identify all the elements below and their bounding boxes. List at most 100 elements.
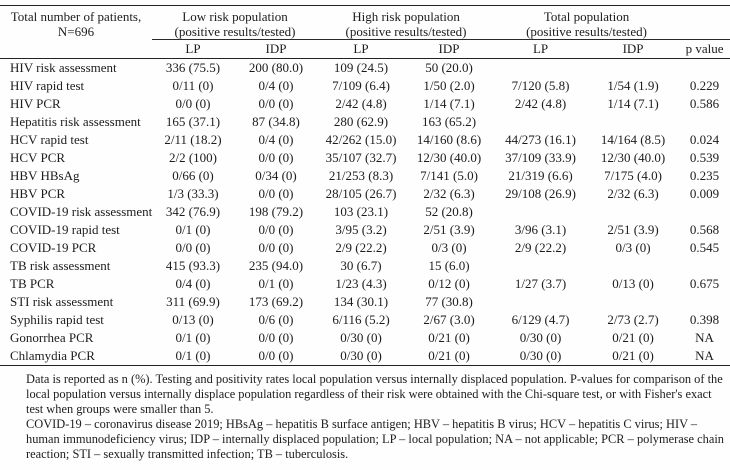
data-cell: 12/30 (40.0) [600, 150, 666, 165]
row-label: HCV PCR [10, 150, 66, 165]
data-cell [587, 257, 679, 275]
group-title: Total population [543, 9, 630, 24]
table-row: HCV PCR 2/2 (100) 0/0 (0) 35/107 (32.7) … [0, 149, 730, 167]
data-cell: 2/42 (4.8) [335, 96, 387, 111]
data-cell: 0/4 (0) [175, 276, 211, 291]
data-cell: 0/6 (0) [258, 312, 294, 327]
data-cell p-value-cell: 0.675 [689, 276, 720, 291]
column-header-lp-total: LP [494, 39, 588, 59]
data-cell: 0/0 (0) [258, 240, 294, 255]
row-label: HBV PCR [10, 186, 66, 201]
data-cell p-value-cell: 0.539 [689, 150, 720, 165]
subheader-row: LP IDP LP IDP LP IDP p value [0, 39, 730, 59]
data-cell: 336 (75.5) [165, 60, 221, 75]
group-header-low-risk: Low risk population (positive results/te… [152, 5, 319, 40]
row-label: TB risk assessment [10, 258, 111, 273]
data-cell: 0/21 (0) [612, 348, 654, 363]
data-cell [494, 203, 587, 221]
group-title: High risk population [352, 9, 460, 24]
row-label: HIV rapid test [10, 78, 85, 93]
data-cell: 37/109 (33.9) [505, 150, 576, 165]
data-cell: 0/34 (0) [255, 168, 297, 183]
data-cell: 235 (94.0) [248, 258, 304, 273]
data-cell [494, 293, 587, 311]
data-cell: 2/11 (18.2) [164, 132, 222, 147]
data-cell: 198 (79.2) [248, 204, 304, 219]
group-subtitle: (positive results/tested) [345, 24, 467, 39]
data-cell: 42/262 (15.0) [325, 132, 397, 147]
data-cell: 0/12 (0) [428, 276, 470, 291]
table-row: Syphilis rapid test 0/13 (0) 0/6 (0) 6/1… [0, 311, 730, 329]
data-cell: 1/54 (1.9) [607, 78, 659, 93]
column-header-lp-high: LP [318, 39, 405, 59]
data-cell p-value-cell: 0.586 [689, 96, 720, 111]
data-cell [494, 113, 587, 131]
data-cell: 3/95 (3.2) [335, 222, 387, 237]
data-cell: 0/30 (0) [340, 330, 382, 345]
data-cell: 7/120 (5.8) [511, 78, 570, 93]
data-cell: 1/14 (7.1) [607, 96, 659, 111]
data-cell: 342 (76.9) [165, 204, 221, 219]
table-row: COVID-19 risk assessment 342 (76.9) 198 … [0, 203, 730, 221]
data-cell: 2/32 (6.3) [423, 186, 475, 201]
data-cell: 0/21 (0) [612, 330, 654, 345]
data-cell: 0/11 (0) [172, 78, 214, 93]
column-header-idp-low: IDP [234, 39, 319, 59]
row-label: HIV PCR [10, 96, 61, 111]
data-cell: 1/23 (4.3) [335, 276, 387, 291]
data-cell p-value-cell [679, 257, 730, 275]
group-header-spacer [679, 5, 730, 40]
data-cell: 0/3 (0) [615, 240, 651, 255]
data-cell: 0/3 (0) [431, 240, 467, 255]
data-cell: 21/253 (8.3) [328, 168, 394, 183]
table-header: Total number of patients, N=696 Low risk… [0, 5, 730, 59]
table-row: COVID-19 PCR 0/0 (0) 0/0 (0) 2/9 (22.2) … [0, 239, 730, 257]
data-cell [494, 59, 587, 78]
group-subtitle: (positive results/tested) [526, 24, 648, 39]
table-row: COVID-19 rapid test 0/1 (0) 0/0 (0) 3/95… [0, 221, 730, 239]
data-cell: 0/4 (0) [258, 132, 294, 147]
data-cell: 0/0 (0) [258, 330, 294, 345]
table-row: HBV PCR 1/3 (33.3) 0/0 (0) 28/105 (26.7)… [0, 185, 730, 203]
data-cell: 134 (30.1) [333, 294, 389, 309]
data-cell p-value-cell [679, 293, 730, 311]
row-label: HBV HBsAg [10, 168, 80, 183]
data-cell: 0/66 (0) [172, 168, 214, 183]
table-row: HIV rapid test 0/11 (0) 0/4 (0) 7/109 (6… [0, 77, 730, 95]
table-row: TB risk assessment 415 (93.3) 235 (94.0)… [0, 257, 730, 275]
data-cell: 1/3 (33.3) [167, 186, 219, 201]
table-row: HIV risk assessment 336 (75.5) 200 (80.0… [0, 59, 730, 78]
data-cell: 50 (20.0) [425, 60, 473, 75]
row-label: Syphilis rapid test [10, 312, 104, 327]
data-cell: 30 (6.7) [340, 258, 382, 273]
data-cell: 14/160 (8.6) [416, 132, 482, 147]
data-cell p-value-cell: 0.398 [689, 312, 720, 327]
data-cell: 87 (34.8) [252, 114, 300, 129]
data-cell: 0/21 (0) [428, 330, 470, 345]
table-row: TB PCR 0/4 (0) 0/1 (0) 1/23 (4.3) 0/12 (… [0, 275, 730, 293]
data-cell: 0/30 (0) [519, 348, 562, 363]
data-cell: 103 (23.1) [333, 204, 389, 219]
data-cell p-value-cell: 0.545 [689, 240, 720, 255]
group-subtitle: (positive results/tested) [174, 24, 296, 39]
data-cell: 2/2 (100) [168, 150, 218, 165]
column-header-lp-low: LP [152, 39, 234, 59]
data-cell p-value-cell: NA [695, 330, 714, 345]
data-cell: 311 (69.9) [166, 294, 220, 309]
data-cell p-value-cell: 0.024 [689, 132, 720, 147]
data-cell: 2/73 (2.7) [607, 312, 659, 327]
corner-header-line2: N=696 [57, 24, 95, 39]
data-cell: 0/1 (0) [258, 276, 294, 291]
data-cell: 0/0 (0) [175, 240, 211, 255]
data-cell: 0/1 (0) [175, 330, 211, 345]
data-cell: 7/175 (4.0) [604, 168, 662, 183]
data-cell p-value-cell: 0.009 [689, 186, 720, 201]
table-row: HBV HBsAg 0/66 (0) 0/34 (0) 21/253 (8.3)… [0, 167, 730, 185]
data-cell: 0/30 (0) [340, 348, 382, 363]
data-cell: 0/0 (0) [175, 96, 211, 111]
data-cell: 0/1 (0) [175, 348, 211, 363]
data-cell: 0/0 (0) [258, 348, 294, 363]
data-cell: 1/14 (7.1) [423, 96, 475, 111]
data-cell: 2/9 (22.2) [514, 240, 567, 255]
